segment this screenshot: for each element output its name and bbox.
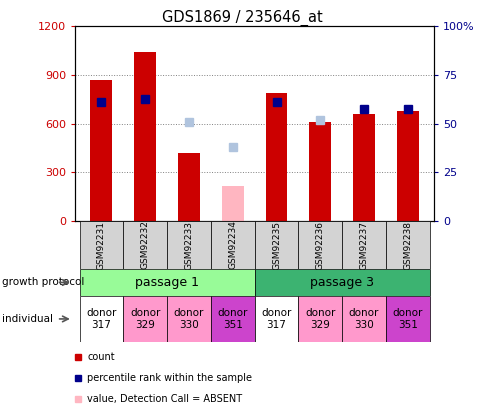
Bar (309, 122, 331, 221)
Text: donor
329: donor 329 (130, 308, 160, 330)
Text: donor
317: donor 317 (261, 308, 291, 330)
Bar (341, 296, 385, 342)
Text: donor
351: donor 351 (217, 308, 247, 330)
Text: percentile rank within the sample: percentile rank within the sample (87, 373, 252, 383)
Bar (341, 221, 385, 269)
Bar (79, 221, 123, 269)
Text: GSM92233: GSM92233 (184, 221, 193, 269)
Text: GDS1869 / 235646_at: GDS1869 / 235646_at (162, 10, 322, 26)
Text: donor
329: donor 329 (304, 308, 335, 330)
Bar (265, 93, 287, 221)
Bar (254, 269, 429, 296)
Text: GSM92232: GSM92232 (140, 221, 150, 269)
Text: donor
330: donor 330 (348, 308, 378, 330)
Text: GSM92235: GSM92235 (272, 221, 280, 269)
Text: passage 1: passage 1 (135, 276, 198, 289)
Bar (352, 114, 374, 221)
Bar (211, 296, 254, 342)
Text: GSM92234: GSM92234 (228, 221, 237, 269)
Bar (254, 221, 298, 269)
Bar (123, 221, 167, 269)
Bar (79, 296, 123, 342)
Text: GSM92236: GSM92236 (315, 221, 324, 269)
Text: passage 3: passage 3 (310, 276, 373, 289)
Text: GSM92238: GSM92238 (403, 221, 411, 269)
Text: donor
351: donor 351 (392, 308, 422, 330)
Bar (385, 221, 429, 269)
Text: donor
330: donor 330 (173, 308, 204, 330)
Bar (134, 52, 156, 221)
Bar (221, 186, 243, 221)
Bar (79, 269, 254, 296)
Text: donor
317: donor 317 (86, 308, 116, 330)
Text: count: count (87, 352, 115, 362)
Text: growth protocol: growth protocol (2, 277, 85, 288)
Text: individual: individual (2, 314, 53, 324)
Bar (123, 296, 167, 342)
Bar (298, 296, 341, 342)
Bar (385, 296, 429, 342)
Bar (396, 111, 418, 221)
Bar (91, 80, 112, 221)
Text: value, Detection Call = ABSENT: value, Detection Call = ABSENT (87, 394, 242, 404)
Bar (167, 221, 211, 269)
Bar (211, 221, 254, 269)
Text: GSM92231: GSM92231 (97, 221, 106, 269)
Bar (178, 153, 199, 221)
Bar (254, 296, 298, 342)
Bar (298, 221, 341, 269)
Bar (167, 296, 211, 342)
Text: GSM92237: GSM92237 (359, 221, 368, 269)
